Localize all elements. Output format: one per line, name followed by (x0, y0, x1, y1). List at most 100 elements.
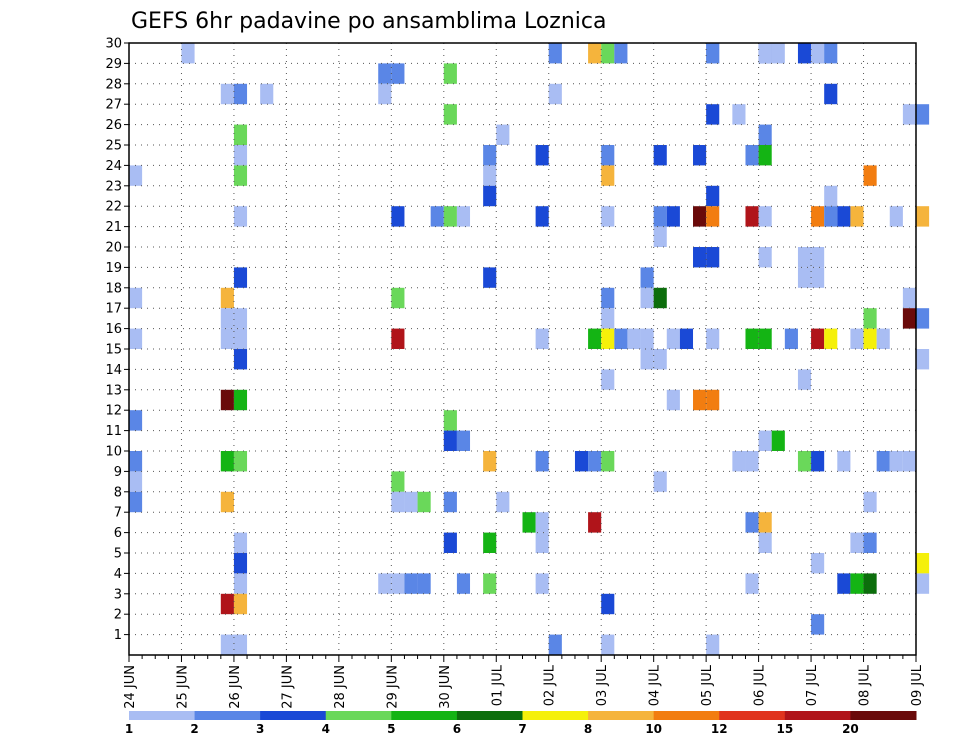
heatmap-cell (535, 206, 549, 227)
heatmap-cell (916, 573, 930, 594)
heatmap-cell (496, 124, 510, 145)
legend-swatch (129, 711, 196, 720)
heatmap-cell (601, 328, 615, 349)
heatmap-cell (220, 491, 234, 513)
x-tick-label: 24 JUN (123, 665, 138, 709)
legend-swatch (260, 711, 327, 720)
y-tick-label: 19 (105, 261, 122, 276)
heatmap-cell (797, 369, 812, 390)
heatmap-cell (443, 410, 457, 431)
heatmap-cell (588, 512, 602, 533)
heatmap-cell (233, 328, 248, 349)
x-tick-label: 09 JUL (910, 664, 925, 706)
heatmap-cell (693, 247, 707, 268)
legend-swatch (719, 711, 786, 720)
heatmap-cell (902, 451, 916, 472)
chart-title: GEFS 6hr padavine po ansamblima Loznica (131, 9, 606, 34)
heatmap-cell (916, 349, 930, 370)
y-tick-label: 1 (114, 628, 122, 643)
heatmap-cell (902, 104, 916, 125)
y-tick-label: 18 (105, 281, 122, 296)
heatmap-cell (535, 532, 549, 553)
legend-label: 7 (518, 722, 526, 736)
heatmap-cell (233, 532, 248, 553)
heatmap-cell (443, 206, 457, 227)
heatmap-cell (443, 104, 457, 125)
heatmap-cell (535, 145, 549, 166)
heatmap-cell (614, 328, 628, 349)
legend-label: 2 (190, 722, 198, 736)
y-tick-label: 20 (105, 241, 122, 256)
heatmap-cell (129, 471, 143, 492)
y-tick-label: 4 (114, 567, 122, 582)
x-tick-label: 07 JUL (805, 664, 820, 706)
heatmap-cell (129, 491, 143, 513)
heatmap-cell (548, 43, 562, 64)
heatmap-cell (745, 512, 759, 533)
heatmap-cell (653, 226, 667, 247)
heatmap-cell (627, 328, 641, 349)
heatmap-cell (706, 104, 720, 125)
heatmap-cell (220, 287, 234, 309)
heatmap-cell (443, 532, 457, 553)
y-tick-label: 30 (105, 37, 122, 52)
heatmap-cell (771, 43, 785, 64)
legend-label: 4 (322, 722, 330, 736)
y-tick-label: 15 (105, 343, 122, 358)
heatmap-cell (850, 573, 864, 594)
heatmap-cell (706, 247, 720, 268)
y-tick-label: 6 (114, 526, 122, 541)
heatmap-cell (260, 83, 274, 105)
heatmap-cell (863, 573, 877, 594)
heatmap-cell (653, 471, 667, 492)
x-tick-label: 27 JUN (280, 665, 295, 709)
heatmap-cell (797, 451, 812, 472)
heatmap-cell (693, 206, 707, 227)
heatmap-cell (824, 185, 838, 207)
heatmap-cell (666, 389, 680, 411)
heatmap-cell (850, 532, 864, 553)
heatmap-cell (824, 83, 838, 105)
heatmap-cell (233, 573, 248, 594)
heatmap-cell (824, 43, 838, 64)
heatmap-cell (640, 287, 654, 309)
heatmap-cell (601, 165, 615, 186)
heatmap-cell (706, 185, 720, 207)
heatmap-cell (916, 104, 930, 125)
heatmap-cell (220, 634, 234, 655)
heatmap-cell (233, 553, 248, 574)
heatmap-cell (220, 593, 234, 615)
legend-label: 10 (645, 722, 662, 736)
legend-swatch (391, 711, 458, 720)
heatmap-cell (902, 308, 916, 329)
heatmap-cell (614, 43, 628, 64)
heatmap-cell (443, 430, 457, 451)
heatmap-cell (837, 451, 851, 472)
y-tick-label: 25 (105, 139, 122, 154)
heatmap-cell (863, 491, 877, 513)
x-axis: 24 JUN 25 JUN 26 JUN 27 JUN 28 JUN 29 JUN 30 J… (123, 655, 925, 709)
heatmap-cell (417, 573, 431, 594)
heatmap-cell (889, 206, 903, 227)
heatmap-cell (535, 328, 549, 349)
heatmap-cell (181, 43, 195, 64)
legend-label: 8 (584, 722, 592, 736)
y-tick-label: 13 (105, 383, 122, 398)
heatmap-cell (863, 532, 877, 553)
heatmap-cell (378, 63, 392, 84)
x-tick-label: 03 JUL (595, 664, 610, 706)
heatmap-cell (601, 287, 615, 309)
legend-swatch (588, 711, 655, 720)
heatmap-cell (391, 573, 405, 594)
heatmap-cell (233, 83, 248, 105)
heatmap-cell (732, 104, 746, 125)
x-tick-label: 05 JUL (700, 664, 715, 706)
heatmap-cell (863, 165, 877, 186)
heatmap-cell (233, 451, 248, 472)
heatmap-cell (758, 247, 772, 268)
y-tick-label: 24 (105, 159, 122, 174)
heatmap-cell (391, 287, 405, 309)
x-tick-label: 08 JUL (858, 664, 873, 706)
y-tick-label: 29 (105, 57, 122, 72)
x-tick-label: 29 JUN (385, 665, 400, 709)
